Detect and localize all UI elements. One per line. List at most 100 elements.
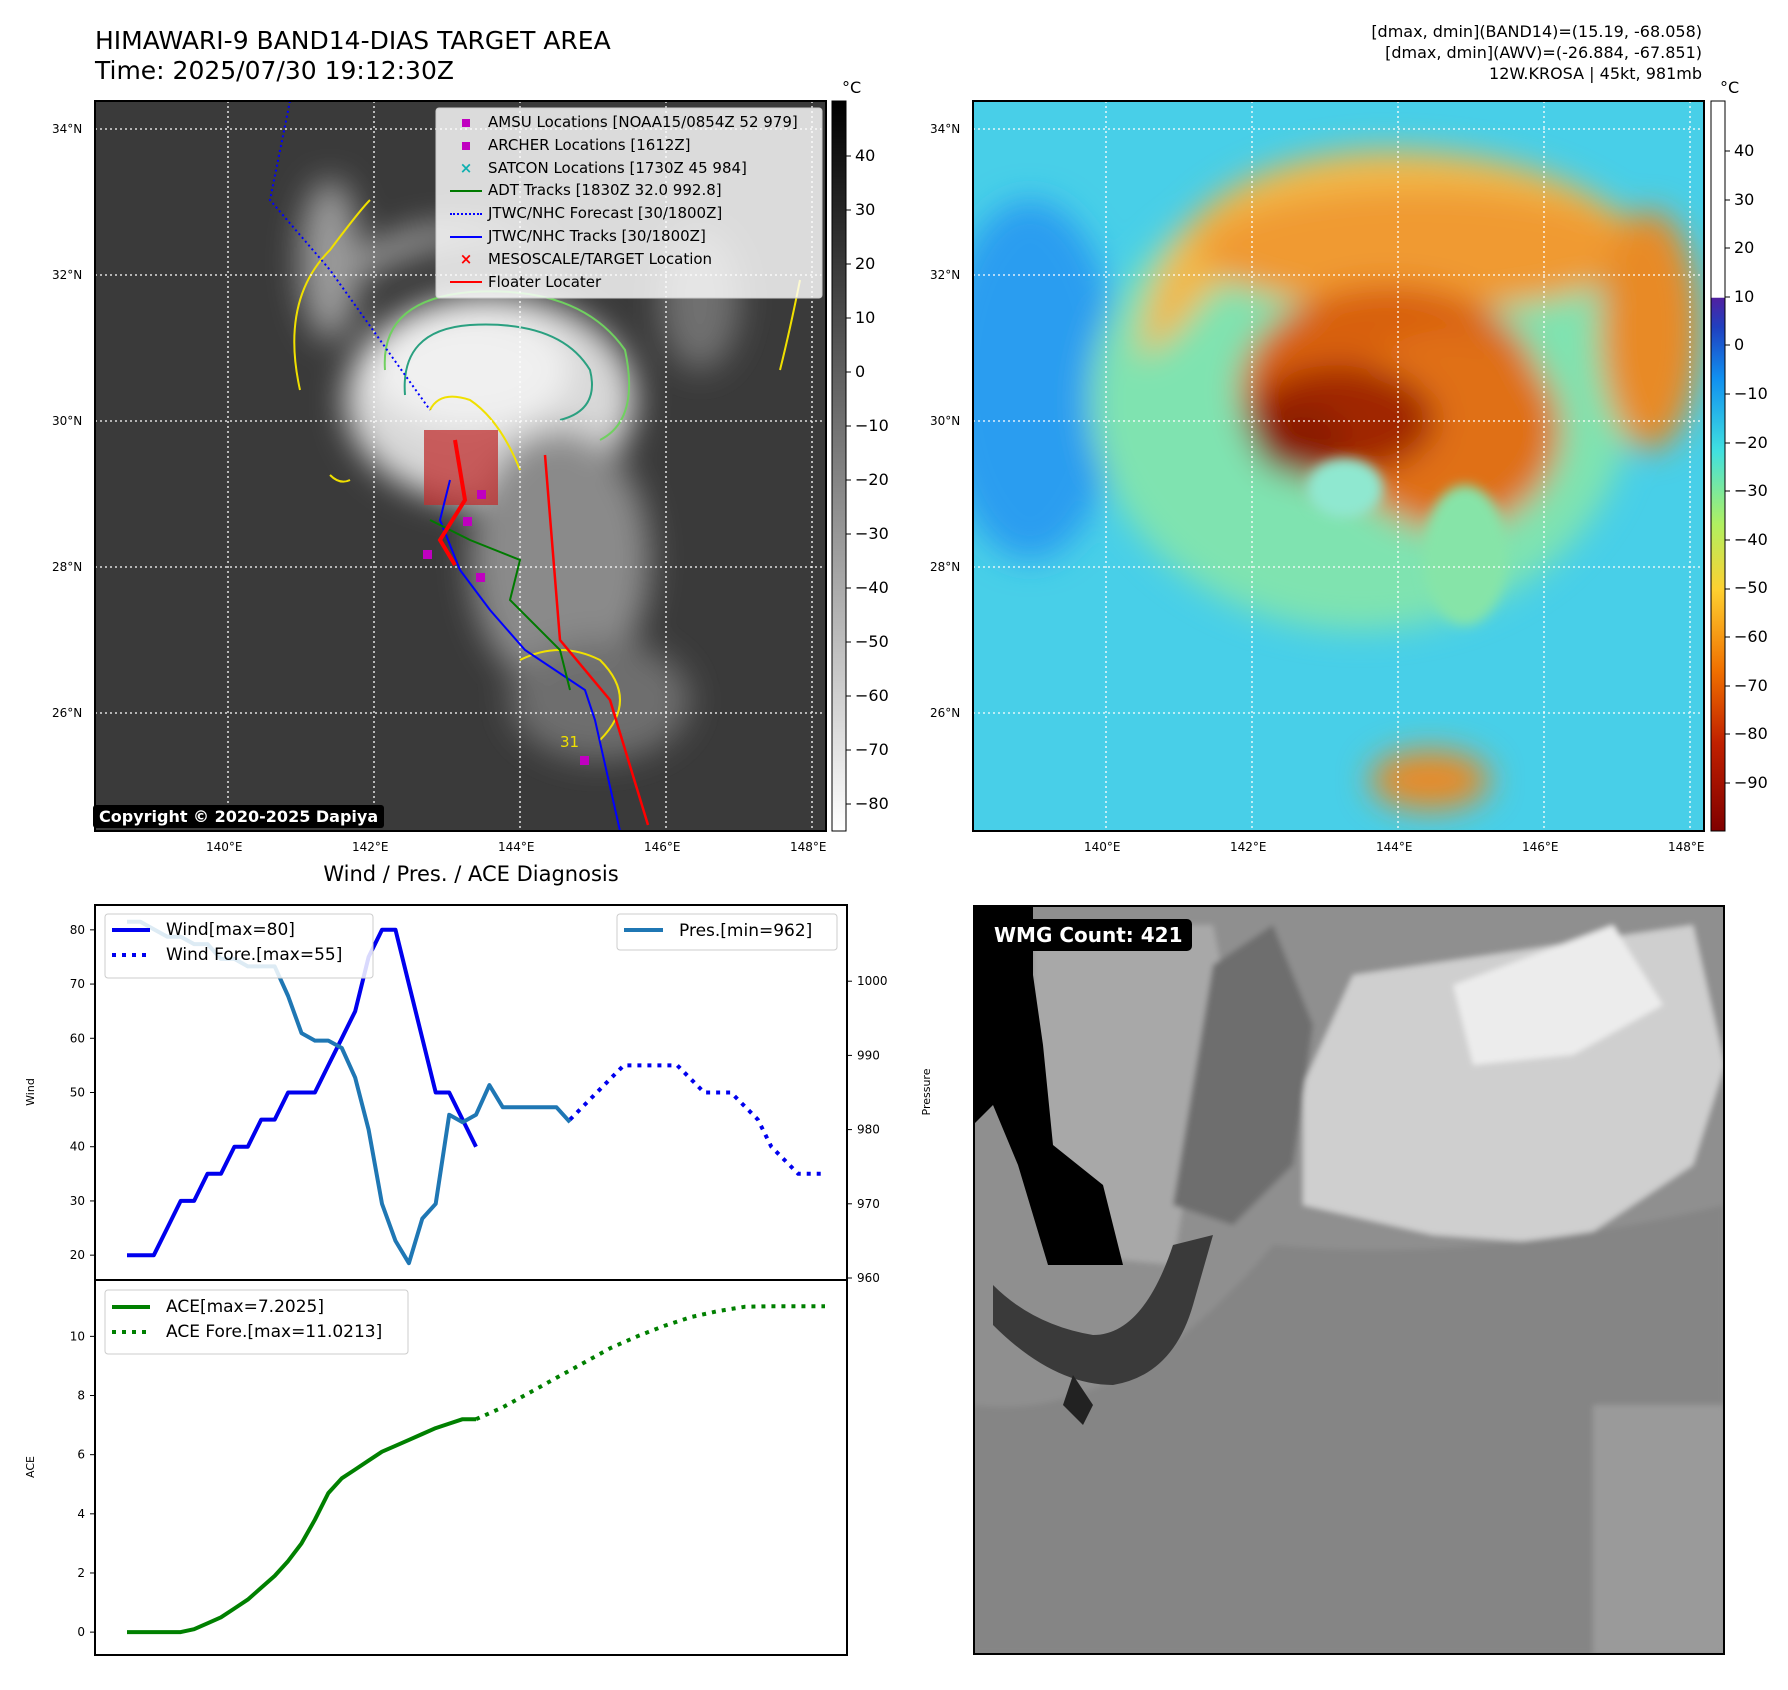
wind-legend-label: Wind[max=80]: [166, 920, 295, 940]
lat-label: 32°N: [930, 268, 961, 282]
wind-legend-box: [104, 913, 374, 979]
legend-label: ARCHER Locations [1612Z]: [488, 135, 691, 154]
lat-label: 30°N: [52, 414, 83, 428]
ace-ytick-label: 8: [77, 1389, 85, 1403]
colorbar-tick-label: 10: [1734, 286, 1755, 306]
wmg-frame: [973, 905, 1725, 1655]
colorbar-tick-label: −80: [1734, 724, 1768, 744]
lat-label: 28°N: [930, 560, 961, 574]
colorbar-tick-label: 20: [855, 254, 876, 273]
colorbar-tick-label: −10: [1734, 384, 1768, 403]
figure-title: HIMAWARI-9 BAND14-DIAS TARGET AREA: [95, 26, 611, 55]
gray-colorbar: [831, 100, 847, 832]
lon-label: 146°E: [644, 840, 681, 854]
lon-label: 144°E: [1376, 840, 1413, 854]
ace-ytick-label: 10: [70, 1329, 85, 1343]
legend-label: SATCON Locations [1730Z 45 984]: [488, 158, 747, 177]
colorbar-tick-label: −90: [1734, 772, 1768, 792]
figure-time: Time: 2025/07/30 19:12:30Z: [95, 56, 454, 85]
lon-label: 148°E: [790, 840, 827, 854]
colorbar-tick-label: −50: [855, 632, 889, 651]
ace-plot-frame: [94, 1279, 848, 1656]
lon-label: 144°E: [498, 840, 535, 854]
color-ir-map: [973, 101, 1704, 831]
legend-label: Floater Locater: [488, 272, 602, 291]
ace-forecast-line: [475, 1304, 825, 1422]
legend-entry: ARCHER Locations [1612Z]: [444, 134, 691, 156]
pressure-ytick-label: 980: [857, 1123, 880, 1137]
diagnosis-title: Wind / Pres. / ACE Diagnosis: [323, 862, 619, 886]
legend-marker-icon: [444, 273, 488, 291]
colorbar-tick-label: −20: [855, 470, 889, 489]
legend-entry: ADT Tracks [1830Z 32.0 992.8]: [444, 179, 722, 201]
map-legend: [435, 107, 823, 299]
colorbar-tick-label: 40: [855, 146, 876, 165]
colorbar-tick-label: −70: [855, 740, 889, 759]
legend-marker-icon: [444, 204, 488, 222]
legend-entry: AMSU Locations [NOAA15/0854Z 52 979]: [444, 111, 798, 133]
colorbar-tick-label: 10: [855, 308, 876, 327]
lat-label: 34°N: [930, 122, 961, 136]
colorbar-tick-label: −30: [855, 524, 889, 543]
ace-legend-label: ACE Fore.[max=11.0213]: [166, 1322, 382, 1342]
ace-legend-label: ACE[max=7.2025]: [166, 1297, 324, 1317]
wind-line: [127, 927, 478, 1258]
legend-entry: JTWC/NHC Forecast [30/1800Z]: [444, 202, 722, 224]
info-storm: 12W.KROSA | 45kt, 981mb: [1489, 64, 1702, 83]
legend-label: AMSU Locations [NOAA15/0854Z 52 979]: [488, 113, 798, 131]
lon-label: 140°E: [206, 840, 243, 854]
colorbar-tick-label: −80: [855, 794, 889, 813]
right-map-frame: [972, 100, 1705, 832]
color-colorbar-unit: °C: [1720, 78, 1740, 97]
ace-line: [127, 1417, 476, 1635]
colorbar-tick-label: 30: [1734, 189, 1755, 209]
lon-label: 146°E: [1522, 840, 1559, 854]
contour-label: 31: [560, 733, 579, 751]
wind-ytick-label: 30: [70, 1194, 85, 1208]
colorbar-tick-label: 20: [1734, 238, 1755, 258]
ace-ytick-label: 6: [77, 1448, 85, 1462]
colorbar-tick-label: −20: [1734, 432, 1768, 452]
pressure-axis-label: Pressure: [920, 1068, 933, 1115]
colorbar-tick-label: −10: [855, 416, 889, 435]
wmg-image: [973, 905, 1725, 1655]
wind-ytick-label: 20: [70, 1248, 85, 1262]
colorbar-tick-label: −60: [1734, 627, 1768, 646]
wind-forecast-line: [568, 1063, 825, 1176]
pressure-ytick-label: 1000: [857, 974, 888, 988]
legend-label: JTWC/NHC Forecast [30/1800Z]: [488, 204, 723, 223]
gray-colorbar-ticks: [846, 155, 851, 805]
wind-ytick-label: 70: [70, 977, 85, 991]
wmg-count-badge: WMG Count: 421: [985, 919, 1192, 951]
colorbar-tick-label: −40: [1734, 529, 1768, 549]
legend-entry: JTWC/NHC Tracks [30/1800Z]: [444, 225, 706, 247]
colorbar-tick-label: 0: [855, 362, 866, 381]
wind-legend-label: Wind Fore.[max=55]: [166, 945, 342, 965]
legend-label: ADT Tracks [1830Z 32.0 992.8]: [488, 181, 722, 200]
lon-label: 142°E: [352, 840, 389, 854]
legend-entry: × SATCON Locations [1730Z 45 984]: [444, 157, 747, 179]
colorbar-tick-label: 30: [855, 200, 876, 219]
map-panels: 31: [94, 100, 1730, 832]
legend-marker-icon: [444, 181, 488, 199]
copyright-badge: Copyright © 2020-2025 Dapiya: [93, 805, 385, 828]
wmg-dark-region: [973, 905, 1123, 1265]
gray-colorbar-unit: °C: [842, 78, 862, 97]
lat-label: 30°N: [930, 414, 961, 428]
pressure-legend-label: Pres.[min=962]: [679, 921, 812, 941]
wind-ytick-label: 60: [70, 1031, 85, 1045]
lon-label: 140°E: [1084, 840, 1121, 854]
colorbar-tick-label: −40: [855, 578, 889, 597]
legend-entry: × MESOSCALE/TARGET Location: [444, 248, 712, 270]
legend-marker-icon: ×: [459, 158, 473, 177]
legend-label: JTWC/NHC Tracks [30/1800Z]: [488, 227, 706, 245]
lat-label: 32°N: [52, 268, 83, 282]
lat-label: 26°N: [52, 706, 83, 720]
legend-label: MESOSCALE/TARGET Location: [488, 249, 713, 268]
colorbar-tick-label: −50: [1734, 578, 1768, 598]
ace-axis-label: ACE: [24, 1456, 37, 1478]
colorbar-tick-label: −60: [855, 686, 889, 705]
color-colorbar: [1710, 100, 1726, 832]
colorbar-tick-label: 40: [1734, 141, 1755, 160]
